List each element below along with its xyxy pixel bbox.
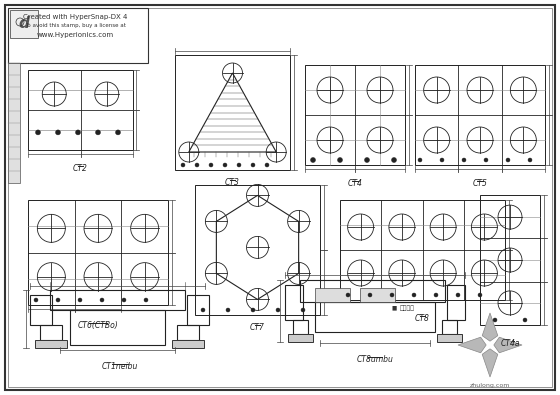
Text: CT1neibu: CT1neibu xyxy=(102,362,138,371)
Circle shape xyxy=(237,163,241,167)
Bar xyxy=(50,290,185,310)
Bar xyxy=(437,334,462,342)
Circle shape xyxy=(484,158,488,162)
Polygon shape xyxy=(482,349,498,377)
Circle shape xyxy=(276,308,280,312)
Bar xyxy=(285,285,303,320)
Text: CT5: CT5 xyxy=(473,179,487,188)
Text: CT4a: CT4a xyxy=(500,339,520,348)
Circle shape xyxy=(34,298,38,302)
Bar xyxy=(340,200,505,300)
Circle shape xyxy=(412,293,416,297)
Bar xyxy=(442,320,457,334)
Bar xyxy=(415,65,545,165)
Circle shape xyxy=(76,130,81,135)
Bar xyxy=(195,185,320,315)
Circle shape xyxy=(195,163,199,167)
Bar xyxy=(288,334,313,342)
Circle shape xyxy=(226,308,230,312)
Circle shape xyxy=(310,158,315,162)
Text: Created with HyperSnap-DX 4: Created with HyperSnap-DX 4 xyxy=(23,14,127,20)
Bar xyxy=(360,288,395,302)
Circle shape xyxy=(368,293,372,297)
Circle shape xyxy=(35,130,40,135)
Circle shape xyxy=(78,298,82,302)
Circle shape xyxy=(55,130,60,135)
Circle shape xyxy=(251,163,255,167)
Polygon shape xyxy=(494,337,522,353)
Circle shape xyxy=(440,158,444,162)
Circle shape xyxy=(391,158,396,162)
Circle shape xyxy=(100,298,104,302)
Circle shape xyxy=(434,293,438,297)
Circle shape xyxy=(390,293,394,297)
Bar xyxy=(480,195,540,325)
Bar xyxy=(70,310,165,345)
Circle shape xyxy=(456,293,460,297)
Circle shape xyxy=(115,130,120,135)
Circle shape xyxy=(223,163,227,167)
Text: d: d xyxy=(18,17,30,32)
Circle shape xyxy=(462,158,466,162)
Circle shape xyxy=(209,163,213,167)
Circle shape xyxy=(251,308,255,312)
Bar xyxy=(305,65,405,165)
Text: ■: ■ xyxy=(392,305,397,310)
Bar xyxy=(40,325,62,340)
Bar xyxy=(447,285,465,320)
Polygon shape xyxy=(458,337,486,353)
Bar xyxy=(8,63,20,183)
Circle shape xyxy=(346,293,350,297)
Circle shape xyxy=(338,158,343,162)
Text: CT6(CTBo): CT6(CTBo) xyxy=(78,321,118,330)
Circle shape xyxy=(506,158,510,162)
Bar xyxy=(10,10,38,38)
Bar xyxy=(30,295,52,325)
Circle shape xyxy=(523,318,527,322)
Circle shape xyxy=(265,163,269,167)
Circle shape xyxy=(365,158,370,162)
Circle shape xyxy=(181,163,185,167)
Text: zhulong.com: zhulong.com xyxy=(470,383,510,388)
Circle shape xyxy=(418,158,422,162)
Bar xyxy=(315,288,350,302)
Bar xyxy=(300,280,445,302)
Circle shape xyxy=(201,308,205,312)
Circle shape xyxy=(56,298,60,302)
Bar xyxy=(28,200,168,305)
Bar xyxy=(187,295,209,325)
Bar xyxy=(35,340,67,348)
Circle shape xyxy=(144,298,148,302)
Circle shape xyxy=(122,298,126,302)
Text: CT8: CT8 xyxy=(415,314,430,323)
Bar xyxy=(293,320,308,334)
Bar xyxy=(177,325,199,340)
Text: CT2: CT2 xyxy=(73,164,88,173)
Circle shape xyxy=(528,158,532,162)
Text: 注意事项: 注意事项 xyxy=(400,305,415,310)
Bar xyxy=(8,8,148,63)
Bar xyxy=(28,70,133,150)
Polygon shape xyxy=(482,313,498,341)
Text: CT7: CT7 xyxy=(250,323,265,332)
Bar xyxy=(175,55,290,170)
Text: To avoid this stamp, buy a license at: To avoid this stamp, buy a license at xyxy=(25,23,125,28)
Circle shape xyxy=(96,130,100,135)
Circle shape xyxy=(478,293,482,297)
Bar xyxy=(172,340,204,348)
Text: CT3: CT3 xyxy=(225,178,240,187)
Text: CT8umbu: CT8umbu xyxy=(357,355,394,364)
Circle shape xyxy=(493,318,497,322)
Bar xyxy=(315,302,435,332)
Text: www.Hyperionics.com: www.Hyperionics.com xyxy=(36,32,114,38)
Text: CT4: CT4 xyxy=(348,179,362,188)
Circle shape xyxy=(301,308,305,312)
